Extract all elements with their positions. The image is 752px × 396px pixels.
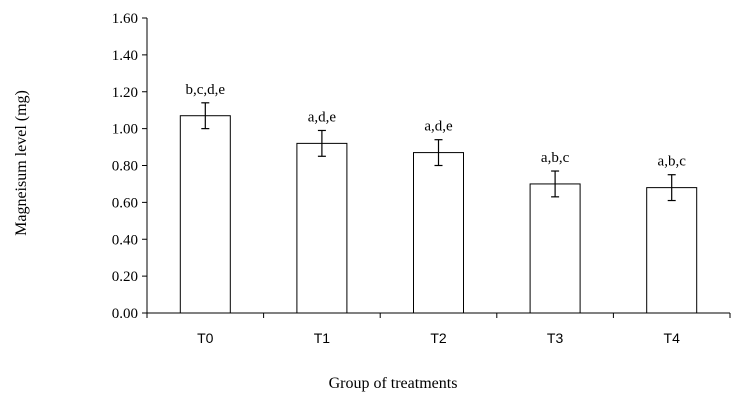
x-category-label: T3 — [547, 330, 564, 346]
x-axis: T0 T1 T2 T3 T4 — [146, 312, 731, 346]
significance-label: a,b,c — [541, 150, 570, 166]
bar-t4 — [646, 187, 698, 314]
y-tick-label: 0.80 — [112, 159, 138, 175]
y-axis-title: Magneisum level (mg) — [13, 90, 30, 236]
y-tick-label: 0.40 — [112, 232, 138, 248]
y-tick-label: 0.60 — [112, 195, 138, 211]
significance-label: a,d,e — [424, 119, 453, 135]
y-tick-label: 0.20 — [112, 269, 138, 285]
x-category-label: T2 — [430, 330, 447, 346]
significance-label: a,b,c — [658, 154, 687, 170]
y-tick-label: 1.00 — [112, 122, 138, 138]
y-tick-label: 1.40 — [112, 48, 138, 64]
significance-label: b,c,d,e — [186, 82, 226, 98]
significance-label: a,d,e — [308, 109, 337, 125]
y-axis: 0.00 0.20 0.40 0.60 0.80 1.00 1.20 1.40 1.60 — [112, 11, 148, 322]
bar-t2 — [413, 152, 464, 314]
y-tick-label: 0.00 — [112, 306, 138, 322]
x-category-label: T1 — [314, 330, 331, 346]
bar-t3 — [529, 183, 581, 314]
y-tick-label: 1.60 — [112, 11, 138, 27]
y-tick-label: 1.20 — [112, 85, 138, 101]
bars: b,c,d,e a,d,e a,d,e a,b,c a,b,c — [179, 82, 698, 314]
bar-t0 — [179, 115, 231, 314]
bar-t1 — [296, 142, 348, 314]
x-category-label: T0 — [197, 330, 214, 346]
x-category-label: T4 — [664, 330, 681, 346]
x-axis-title: Group of treatments — [329, 375, 458, 392]
